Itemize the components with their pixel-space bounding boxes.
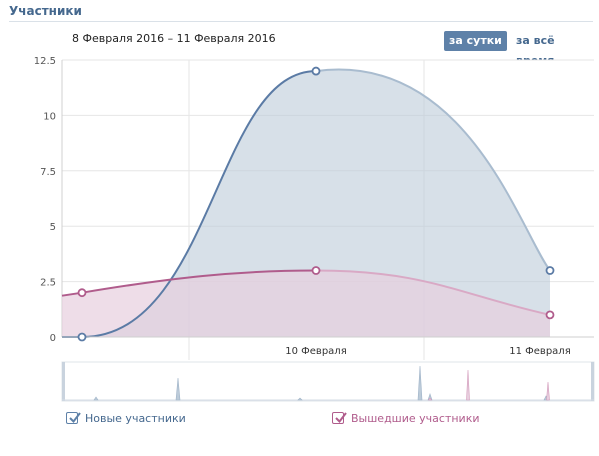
y-tick-label: 2.5 bbox=[40, 278, 56, 289]
series-left-area bbox=[62, 270, 550, 337]
legend-new-members[interactable]: Новые участники bbox=[66, 411, 186, 427]
date-range-label: 8 Февраля 2016 – 11 Февраля 2016 bbox=[72, 32, 276, 45]
period-day-button[interactable]: за сутки bbox=[444, 31, 507, 51]
series-new-area bbox=[62, 69, 550, 337]
legend-new-checkbox[interactable] bbox=[66, 412, 81, 424]
series-left-line-faded bbox=[315, 269, 551, 316]
section-title: Участники bbox=[9, 4, 82, 18]
series-new-line bbox=[62, 70, 317, 338]
navigator-spike-left bbox=[546, 381, 550, 401]
navigator-spike-left bbox=[466, 369, 470, 401]
navigator-spike-new bbox=[93, 396, 99, 401]
legend-left-label: Вышедшие участники bbox=[351, 412, 480, 425]
x-tick-label: 10 Февраля bbox=[285, 346, 346, 357]
y-tick-label: 7.5 bbox=[40, 167, 56, 178]
legend-left-checkbox[interactable] bbox=[332, 412, 347, 424]
axis-layer: 0 2.5 5 7.5 10 12.5 10 Февраля 11 Февраля bbox=[34, 56, 594, 357]
navigator-frame bbox=[61, 361, 595, 402]
x-tick-label: 11 Февраля bbox=[509, 346, 570, 357]
legend-new-label: Новые участники bbox=[85, 412, 186, 425]
point-layer bbox=[77, 66, 555, 342]
section-header: Участники bbox=[0, 0, 599, 22]
data-point-left[interactable] bbox=[545, 310, 555, 320]
check-icon bbox=[69, 412, 81, 424]
y-tick-label: 5 bbox=[50, 222, 56, 233]
y-tick-label: 0 bbox=[50, 333, 56, 344]
data-point-new[interactable] bbox=[311, 66, 321, 76]
navigator-spike-new bbox=[175, 377, 181, 401]
navigator-spike-left bbox=[427, 397, 433, 401]
navigator-handle-right[interactable] bbox=[591, 362, 594, 401]
y-tick-label: 12.5 bbox=[34, 56, 56, 67]
check-icon bbox=[335, 412, 347, 424]
header-divider bbox=[9, 21, 593, 22]
navigator-spike-new bbox=[297, 397, 303, 401]
navigator-handle-left[interactable] bbox=[62, 362, 65, 401]
series-left-line bbox=[61, 269, 317, 297]
data-point-left[interactable] bbox=[77, 288, 87, 298]
data-point-left[interactable] bbox=[311, 266, 321, 275]
data-point-new[interactable] bbox=[77, 332, 87, 342]
navigator-spike-new bbox=[417, 365, 423, 401]
navigator-overview[interactable] bbox=[61, 361, 595, 402]
legend-left-members[interactable]: Вышедшие участники bbox=[332, 411, 480, 427]
data-point-new[interactable] bbox=[545, 266, 555, 275]
series-new-line-faded bbox=[315, 68, 551, 272]
area-layer bbox=[61, 68, 551, 338]
y-tick-label: 10 bbox=[43, 111, 56, 122]
